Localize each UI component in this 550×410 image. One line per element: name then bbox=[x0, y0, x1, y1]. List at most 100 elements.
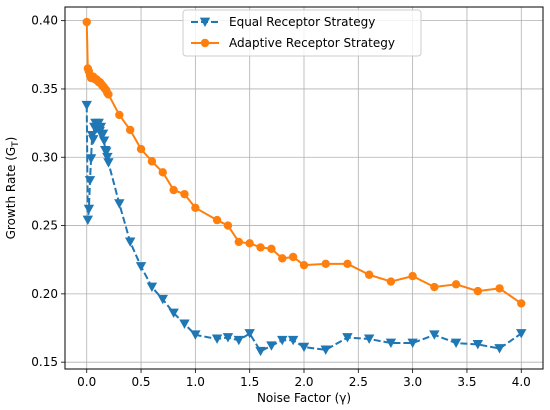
data-point bbox=[104, 90, 113, 99]
data-point bbox=[169, 185, 178, 195]
data-point bbox=[81, 100, 92, 111]
data-point bbox=[245, 239, 254, 248]
data-point bbox=[363, 334, 375, 344]
x-tick-label: 2.5 bbox=[349, 375, 368, 389]
data-point bbox=[244, 329, 255, 339]
y-tick-label: 0.40 bbox=[31, 14, 58, 28]
data-point bbox=[472, 339, 484, 350]
x-tick-label: 1.0 bbox=[186, 375, 205, 389]
x-tick-label: 3.5 bbox=[457, 375, 476, 389]
data-point bbox=[430, 282, 439, 292]
data-point bbox=[407, 338, 418, 348]
legend-entry: Adaptive Receptor Strategy bbox=[191, 36, 395, 50]
grid bbox=[65, 7, 543, 369]
y-tick-label: 0.25 bbox=[31, 219, 58, 233]
data-point bbox=[136, 144, 146, 154]
data-point bbox=[83, 204, 95, 215]
y-tick-label: 0.15 bbox=[31, 355, 58, 369]
data-point bbox=[191, 203, 200, 213]
data-point bbox=[84, 176, 96, 186]
data-point bbox=[135, 262, 147, 272]
data-point bbox=[82, 215, 94, 226]
data-point bbox=[115, 110, 124, 120]
data-point bbox=[168, 308, 179, 318]
data-point bbox=[343, 259, 352, 269]
data-point bbox=[288, 252, 298, 262]
data-point bbox=[101, 147, 112, 157]
y-axis-label: Growth Rate (GT) bbox=[4, 137, 21, 240]
series-adaptive bbox=[82, 17, 526, 308]
data-point bbox=[386, 277, 396, 286]
data-point bbox=[364, 270, 374, 279]
data-point bbox=[97, 129, 109, 139]
x-tick-label: 1.5 bbox=[240, 375, 259, 389]
data-point bbox=[516, 329, 527, 339]
data-point bbox=[495, 284, 504, 293]
data-point bbox=[287, 335, 299, 346]
data-point bbox=[147, 157, 157, 166]
data-point bbox=[211, 334, 223, 344]
data-point bbox=[494, 344, 505, 354]
data-point bbox=[95, 122, 107, 133]
data-point bbox=[385, 338, 397, 348]
data-point bbox=[255, 346, 266, 357]
data-point bbox=[450, 338, 462, 348]
legend-marker bbox=[200, 38, 210, 48]
data-point bbox=[277, 335, 288, 346]
data-point bbox=[451, 280, 461, 289]
data-point bbox=[266, 341, 277, 351]
data-point bbox=[85, 154, 97, 164]
data-point bbox=[298, 342, 310, 353]
data-point bbox=[102, 152, 113, 163]
data-point bbox=[114, 199, 125, 209]
x-tick-label: 0.0 bbox=[77, 375, 96, 389]
data-point bbox=[299, 260, 309, 270]
data-point bbox=[233, 335, 245, 346]
y-axis-label-main: Growth Rate (G bbox=[4, 147, 18, 240]
data-point bbox=[124, 237, 136, 247]
series-equal bbox=[81, 100, 527, 357]
x-tick-label: 3.0 bbox=[403, 375, 422, 389]
data-point bbox=[158, 168, 167, 177]
y-axis-label-subscript: T bbox=[11, 141, 21, 148]
ticks: 0.0 0.5 1.0 1.5 2.0 2.5 3.0 3.5 4.0 0.15 0.20 0.25 0… bbox=[31, 14, 531, 389]
data-point bbox=[180, 189, 189, 199]
y-tick-label: 0.35 bbox=[31, 82, 58, 96]
data-point bbox=[82, 17, 91, 27]
data-point bbox=[278, 254, 287, 263]
data-point bbox=[179, 319, 190, 329]
legend-label: Adaptive Receptor Strategy bbox=[229, 36, 395, 50]
data-point bbox=[222, 333, 234, 343]
data-point bbox=[157, 294, 168, 305]
data-point bbox=[234, 237, 244, 247]
data-point bbox=[256, 243, 265, 252]
legend-label: Equal Receptor Strategy bbox=[229, 15, 375, 29]
data-point bbox=[267, 244, 276, 253]
data-point bbox=[103, 158, 114, 168]
data-point bbox=[88, 135, 99, 145]
y-tick-label: 0.20 bbox=[31, 287, 58, 301]
y-tick-label: 0.30 bbox=[31, 150, 58, 164]
y-axis-label-end: ) bbox=[4, 137, 18, 142]
x-tick-label: 4.0 bbox=[512, 375, 531, 389]
series-layer bbox=[81, 17, 527, 357]
data-point bbox=[429, 330, 440, 340]
data-point bbox=[212, 215, 222, 225]
data-point bbox=[517, 299, 526, 308]
data-point bbox=[321, 259, 330, 269]
legend: Equal Receptor Strategy Adaptive Receptor… bbox=[182, 9, 422, 57]
data-point bbox=[98, 136, 110, 146]
data-point bbox=[190, 330, 201, 340]
x-axis-label: Noise Factor (γ) bbox=[257, 391, 351, 405]
data-point bbox=[473, 286, 483, 296]
x-tick-label: 2.0 bbox=[294, 375, 313, 389]
data-point bbox=[125, 125, 135, 135]
legend-marker bbox=[199, 17, 211, 27]
data-point bbox=[342, 333, 353, 343]
x-tick-label: 0.5 bbox=[131, 375, 150, 389]
data-point bbox=[223, 221, 233, 230]
data-point bbox=[320, 345, 331, 355]
legend-entry: Equal Receptor Strategy bbox=[191, 15, 375, 29]
data-point bbox=[146, 282, 158, 292]
